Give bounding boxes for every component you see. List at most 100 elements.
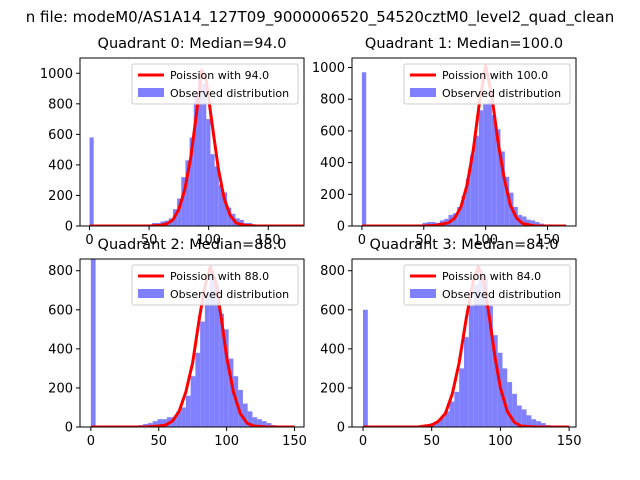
histogram-bar (464, 337, 469, 427)
histogram-bar (522, 216, 527, 226)
histogram-bar (444, 411, 450, 427)
histogram-bar (189, 137, 194, 226)
histogram-bar (177, 198, 182, 226)
histogram-bar (435, 421, 440, 427)
histogram-bar (530, 220, 536, 226)
histogram-bar (454, 391, 460, 427)
histogram-bar (214, 166, 219, 226)
legend-poisson-label: Poission with 88.0 (170, 270, 269, 283)
axes-frame (351, 57, 577, 227)
y-tick-label: 800 (320, 264, 345, 279)
legend-observed-swatch (410, 88, 436, 97)
histogram-bar (157, 419, 163, 427)
histogram-bar (500, 151, 505, 226)
histogram-bar (176, 411, 182, 427)
histogram-bar (219, 313, 224, 427)
legend-observed-label: Observed distribution (442, 288, 561, 301)
y-tick-label: 600 (48, 128, 73, 143)
histogram-bar (257, 419, 262, 427)
quadrant-panel-1: 0 50 100 150 0 200 400 600 800 1000 Poission with … (312, 36, 577, 248)
histogram-bar (492, 335, 498, 427)
legend-box (131, 63, 299, 105)
histogram-bar (261, 421, 267, 427)
histogram-bar (202, 83, 207, 226)
y-tick-label: 400 (48, 158, 73, 173)
legend: Poission with 84.0 Observed distribution (403, 264, 571, 306)
x-tick-label: 50 (150, 434, 167, 449)
histogram-bar (504, 176, 510, 226)
axes-frame (79, 258, 305, 428)
histogram-bar (222, 192, 228, 226)
plot-marks (362, 265, 570, 427)
y-tick-label: 400 (320, 342, 345, 357)
histogram-bar (204, 294, 210, 427)
histogram-bar (228, 358, 234, 427)
histogram-bar (531, 419, 537, 427)
quadrant-panel-3: 0 50 100 150 0 200 400 600 800 Poission with 84.0… (320, 237, 581, 449)
x-tick-label: 50 (423, 434, 440, 449)
y-tick-label: 800 (320, 93, 345, 108)
histogram-bar (526, 415, 532, 427)
legend-box (403, 264, 571, 306)
x-tick-label: 100 (473, 233, 498, 248)
plot-marks (90, 259, 295, 427)
x-tick-label: 0 (87, 434, 95, 449)
x-tick-label: 150 (256, 233, 281, 248)
histogram-bar (483, 278, 489, 427)
y-tick-label: 400 (48, 342, 73, 357)
histogram-bar (171, 417, 177, 427)
legend-observed-swatch (138, 88, 164, 97)
legend-poisson-label: Poission with 84.0 (442, 270, 541, 283)
histogram-bar (362, 309, 368, 427)
histogram-bar (147, 423, 153, 427)
legend-observed-label: Observed distribution (170, 87, 289, 100)
y-tick-label: 0 (65, 421, 73, 436)
y-tick-label: 0 (337, 421, 345, 436)
histogram-bar (200, 321, 205, 427)
panel-title: Quadrant 3: Median=84.0 (370, 237, 559, 253)
histogram-bar (227, 207, 232, 226)
histogram-bar (465, 178, 471, 226)
figure-suptitle: n file: modeM0/AS1A14_127T09_9000006520_… (26, 8, 615, 27)
histogram-bar (439, 417, 445, 427)
legend-box (131, 264, 299, 306)
histogram-bar (473, 284, 479, 427)
x-tick-label: 0 (85, 233, 93, 248)
histogram-bar (193, 96, 198, 226)
x-tick-label: 100 (196, 233, 221, 248)
y-tick-label: 600 (320, 124, 345, 139)
y-tick-label: 600 (320, 303, 345, 318)
axes-frame (351, 258, 577, 428)
x-tick-label: 100 (214, 434, 239, 449)
histogram-bar (478, 110, 484, 226)
y-tick-label: 200 (320, 188, 345, 203)
histogram-bar (526, 219, 531, 226)
x-tick-label: 50 (141, 233, 158, 248)
histogram-bar (90, 259, 96, 427)
histogram-bar (223, 329, 229, 427)
histogram-bar (252, 417, 258, 427)
legend-box (403, 63, 571, 105)
histogram-bar (491, 115, 497, 226)
legend: Poission with 88.0 Observed distribution (131, 264, 299, 306)
histogram-bar (487, 99, 492, 226)
histogram-bar (361, 72, 367, 226)
x-tick-label: 150 (535, 233, 560, 248)
histogram-bar (210, 154, 215, 226)
histogram-bar (496, 129, 501, 226)
x-tick-label: 0 (358, 233, 366, 248)
histogram-bar (449, 401, 455, 427)
y-tick-label: 200 (48, 381, 73, 396)
histogram-bar (474, 135, 479, 226)
legend-poisson-label: Poission with 94.0 (170, 69, 269, 82)
histogram-bar (181, 407, 186, 427)
legend: Poission with 100.0 Observed distribution (403, 63, 571, 105)
panel-title: Quadrant 2: Median=88.0 (98, 237, 287, 253)
y-tick-label: 600 (48, 303, 73, 318)
legend: Poission with 94.0 Observed distribution (131, 63, 299, 105)
histogram-bar (459, 368, 464, 427)
histogram-bar (426, 222, 432, 226)
histogram-bar (185, 160, 190, 226)
legend-observed-swatch (138, 289, 164, 298)
